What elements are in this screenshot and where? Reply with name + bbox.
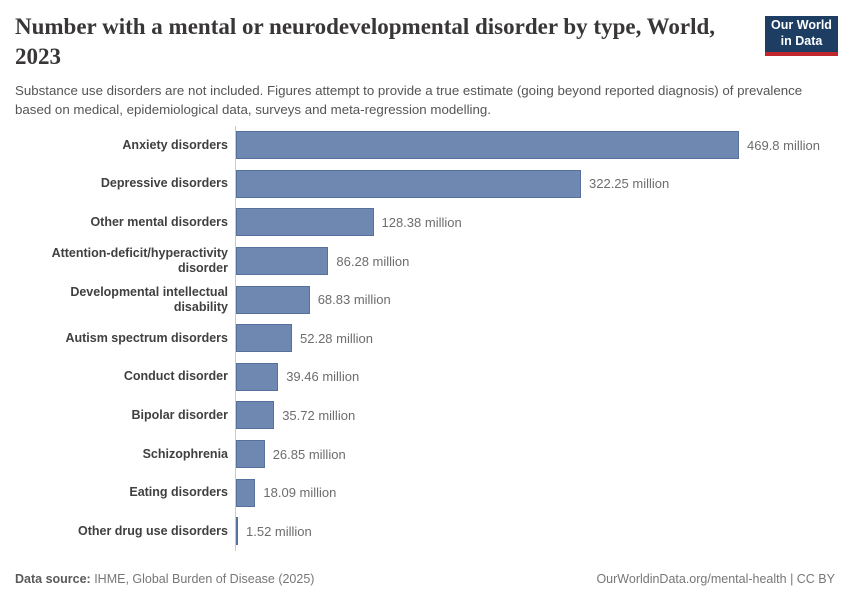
bar-row: Attention-deficit/hyperactivity disorder…: [15, 241, 840, 281]
bar-track: 86.28 million: [235, 241, 840, 281]
value-label: 86.28 million: [336, 253, 410, 269]
value-label: 128.38 million: [381, 214, 462, 230]
category-label: Bipolar disorder: [131, 407, 228, 422]
bar-track: 322.25 million: [235, 164, 840, 204]
owid-url-license-link[interactable]: OurWorldinData.org/mental-health | CC BY: [596, 572, 835, 586]
category-label: Conduct disorder: [123, 369, 228, 384]
chart-subtitle: Substance use disorders are not included…: [15, 82, 803, 118]
bar-track: 68.83 million: [235, 280, 840, 319]
bar-track: 469.8 million: [235, 126, 840, 165]
bar[interactable]: [236, 440, 265, 469]
category-label: Other mental disorders: [90, 214, 228, 229]
bar[interactable]: [236, 131, 739, 160]
value-label: 39.46 million: [286, 369, 360, 385]
category-label: Anxiety disorders: [122, 137, 228, 152]
category-label: Other drug use disorders: [77, 523, 228, 538]
category-label: Schizophrenia: [142, 446, 228, 461]
value-label: 68.83 million: [317, 292, 391, 308]
bar[interactable]: [236, 285, 310, 314]
bar-row: Other drug use disorders 1.52 million: [15, 511, 840, 551]
bar-row: Bipolar disorder 35.72 million: [15, 396, 840, 435]
category-label: Depressive disorders: [100, 176, 228, 191]
data-source-label: Data source:: [15, 572, 91, 586]
chart-title: Number with a mental or neurodevelopment…: [15, 14, 716, 69]
bar-track: 35.72 million: [235, 396, 840, 435]
value-label: 26.85 million: [272, 446, 346, 462]
bar-row: Depressive disorders 322.25 million: [15, 164, 840, 204]
bar-track: 26.85 million: [235, 434, 840, 474]
bar-track: 128.38 million: [235, 203, 840, 242]
bar[interactable]: [236, 478, 256, 507]
bar[interactable]: [236, 517, 238, 546]
category-label: Developmental intellectual disability: [70, 284, 228, 314]
bar-track: 1.52 million: [235, 511, 840, 551]
bar-row: Conduct disorder 39.46 million: [15, 357, 840, 397]
value-label: 52.28 million: [300, 330, 373, 346]
bar-row: Autism spectrum disorders 52.28 million: [15, 318, 840, 358]
bar[interactable]: [236, 324, 292, 353]
bar[interactable]: [236, 401, 275, 430]
bar-row: Other mental disorders 128.38 million: [15, 203, 840, 242]
value-label: 18.09 million: [263, 485, 337, 501]
bar-track: 18.09 million: [235, 473, 840, 512]
category-label: Autism spectrum disorders: [65, 330, 228, 345]
data-source-text: IHME, Global Burden of Disease (2025): [90, 572, 315, 586]
bar-row: Schizophrenia 26.85 million: [15, 434, 840, 474]
owid-logo-line2: in Data: [780, 34, 823, 48]
value-label: 1.52 million: [246, 523, 312, 539]
bar-row: Eating disorders 18.09 million: [15, 473, 840, 512]
bar-row: Anxiety disorders 469.8 million: [15, 126, 840, 165]
value-label: 322.25 million: [589, 176, 670, 192]
value-label: 35.72 million: [282, 407, 356, 423]
bar[interactable]: [236, 208, 374, 237]
bar-track: 39.46 million: [235, 357, 840, 397]
bar-row: Developmental intellectual disability 68.…: [15, 280, 840, 319]
category-label: Attention-deficit/hyperactivity disorder: [51, 246, 228, 276]
bar[interactable]: [236, 169, 581, 198]
chart-footer: Data source: IHME, Global Burden of Dise…: [15, 572, 835, 586]
chart-header: Number with a mental or neurodevelopment…: [15, 12, 838, 119]
bar[interactable]: [236, 247, 329, 276]
owid-logo-line1: Our World: [771, 18, 832, 33]
bar-track: 52.28 million: [235, 318, 840, 358]
bar[interactable]: [236, 362, 279, 391]
owid-logo[interactable]: Our World in Data: [765, 16, 838, 56]
data-source: Data source: IHME, Global Burden of Dise…: [15, 572, 314, 586]
category-label: Eating disorders: [129, 485, 228, 500]
value-label: 469.8 million: [747, 137, 820, 153]
bar-chart: Anxiety disorders 469.8 million Depressive…: [15, 126, 840, 551]
